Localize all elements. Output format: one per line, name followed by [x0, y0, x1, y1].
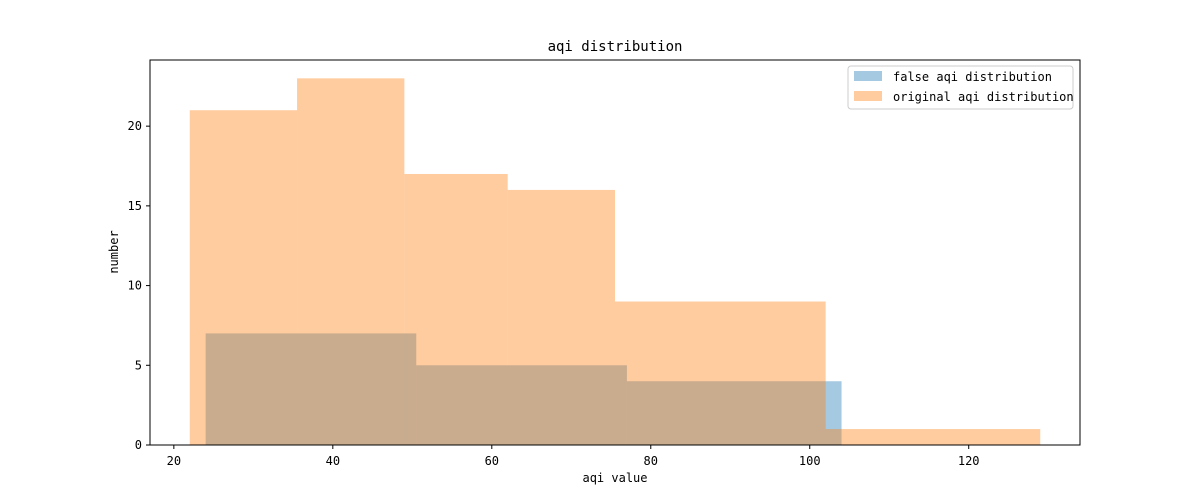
plot-frame	[149, 59, 1081, 446]
legend-frame	[847, 65, 1074, 110]
bar-series-1-bin-2	[404, 173, 508, 445]
y-axis-label: number	[107, 230, 121, 273]
y-tick-label: 15	[128, 199, 142, 213]
chart-title: aqi distribution	[548, 39, 683, 55]
bar-series-0-bin-1	[416, 365, 627, 445]
bar-series-1-bin-1	[297, 78, 405, 445]
y-tick-label: 10	[128, 279, 142, 293]
bar-series-1-bin-5	[825, 429, 1041, 445]
legend-label-false-aqi: false aqi distribution	[893, 70, 1052, 84]
legend-swatch-false-aqi	[854, 71, 882, 81]
x-axis-label: aqi value	[582, 471, 647, 485]
x-axis-ticks: 20 40 60 80 100 120	[167, 445, 980, 468]
x-tick-label: 40	[326, 454, 340, 468]
y-axis-ticks: 0 5 10 15 20	[128, 119, 150, 452]
bar-series-1-bin-3	[507, 189, 615, 445]
x-tick-label: 100	[799, 454, 821, 468]
bar-series-0-bin-0	[205, 333, 417, 445]
bar-series-1-bin-4	[615, 301, 826, 445]
legend-swatch-original-aqi	[854, 91, 882, 101]
bar-series-0-bin-2	[626, 381, 842, 445]
legend-label-original-aqi: original aqi distribution	[893, 90, 1074, 104]
x-tick-label: 120	[958, 454, 980, 468]
x-tick-label: 60	[485, 454, 499, 468]
y-tick-label: 0	[135, 438, 142, 452]
x-tick-label: 80	[644, 454, 658, 468]
bars-layer	[189, 78, 1041, 445]
x-tick-label: 20	[167, 454, 181, 468]
bar-series-1-bin-0	[189, 110, 298, 445]
legend: false aqi distribution original aqi dist…	[847, 65, 1074, 110]
y-tick-label: 20	[128, 119, 142, 133]
y-tick-label: 5	[135, 358, 142, 372]
